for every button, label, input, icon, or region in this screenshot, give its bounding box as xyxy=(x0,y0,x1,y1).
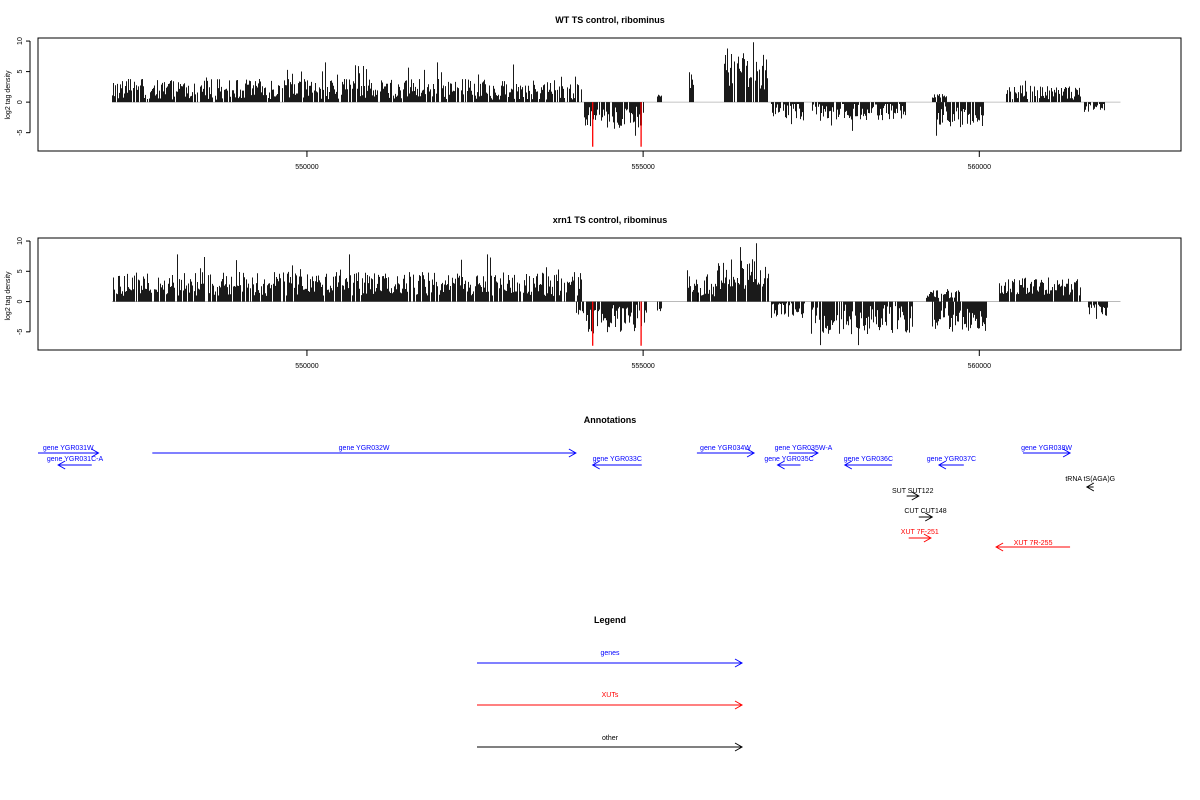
feature-label: gene YGR031C-A xyxy=(47,456,104,463)
legend-label: other xyxy=(602,735,619,742)
y-tick-label: 0 xyxy=(17,300,24,304)
y-axis-label: log2 tag density xyxy=(5,70,12,120)
arrow-head xyxy=(734,658,744,668)
feature-label: XUT 7R-255 xyxy=(1014,540,1053,547)
arrow-head xyxy=(843,460,853,470)
xrn1-coverage-panel: xrn1 TS control, ribominus log2 tag dens… xyxy=(5,215,1182,370)
chart-title: xrn1 TS control, ribominus xyxy=(553,215,668,225)
arrow-head xyxy=(91,448,100,458)
axes: -5 0 5 10 550000 555000 560000 xyxy=(17,237,991,370)
y-tick-label: 5 xyxy=(17,269,24,273)
y-tick-label: -5 xyxy=(17,129,24,135)
arrow-head xyxy=(810,448,819,458)
annotation-feature: gene YGR033C xyxy=(591,456,642,470)
annotation-feature: tRNA tS(AGA)G xyxy=(1065,476,1115,492)
x-tick-label: 555000 xyxy=(631,363,654,370)
feature-label: gene YGR035C xyxy=(764,456,813,463)
arrow-head xyxy=(923,533,932,543)
legend-item-xuts: XUTs xyxy=(477,692,744,710)
annotation-feature: SUT SUT122 xyxy=(892,488,934,501)
wt-coverage-panel: WT TS control, ribominus log2 tag densit… xyxy=(5,15,1182,171)
feature-label: XUT 7F-251 xyxy=(901,529,939,536)
x-tick-label: 560000 xyxy=(968,164,991,171)
annotation-feature: CUT CUT148 xyxy=(904,508,947,522)
y-tick-label: 10 xyxy=(17,237,24,245)
legend: Legend genes XUTs other xyxy=(477,615,744,752)
feature-label: tRNA tS(AGA)G xyxy=(1065,476,1115,483)
arrow-head xyxy=(734,700,744,710)
annotation-feature: gene YGR031W xyxy=(38,445,100,458)
coverage-bars xyxy=(111,42,1121,147)
plot-frame xyxy=(37,37,1182,152)
feature-label: gene YGR036C xyxy=(844,456,893,463)
arrow-head xyxy=(776,460,785,470)
x-tick-label: 555000 xyxy=(631,164,654,171)
annotation-feature: gene YGR031C-A xyxy=(47,456,104,470)
annotation-feature: gene YGR037C xyxy=(927,456,976,470)
y-tick-label: 5 xyxy=(17,70,24,74)
arrow-head xyxy=(995,542,1004,552)
legend-item-genes: genes xyxy=(477,650,744,668)
arrow-head xyxy=(57,460,66,470)
annotation-feature: XUT 7R-255 xyxy=(995,540,1071,552)
annotations-title: Annotations xyxy=(584,415,637,425)
annotation-feature: gene YGR035C xyxy=(764,456,814,470)
y-tick-label: 10 xyxy=(17,37,24,45)
legend-title: Legend xyxy=(594,615,626,625)
annotation-feature: gene YGR038W xyxy=(1021,445,1072,458)
legend-label: XUTs xyxy=(602,692,619,699)
plot-frame xyxy=(37,237,1182,351)
arrow-head xyxy=(591,460,600,470)
arrow-head xyxy=(746,448,756,458)
chart-title: WT TS control, ribominus xyxy=(555,15,665,25)
arrow-head xyxy=(1085,482,1095,492)
arrow-head xyxy=(911,491,920,501)
annotation-feature: XUT 7F-251 xyxy=(901,529,939,543)
y-axis-label: log2 tag density xyxy=(5,271,12,321)
feature-label: SUT SUT122 xyxy=(892,488,934,495)
coverage-bars xyxy=(111,243,1121,346)
legend-item-other: other xyxy=(477,735,744,752)
x-tick-label: 550000 xyxy=(295,363,318,370)
annotation-feature: gene YGR032W xyxy=(152,445,577,458)
arrow-head xyxy=(734,742,744,752)
feature-label: gene YGR033C xyxy=(593,456,642,463)
x-tick-label: 560000 xyxy=(968,363,991,370)
arrow-head xyxy=(1062,448,1072,458)
x-tick-label: 550000 xyxy=(295,164,318,171)
annotation-feature: gene YGR034W xyxy=(696,445,756,458)
annotation-feature: gene YGR035W-A xyxy=(775,445,833,458)
feature-label: gene YGR034W xyxy=(700,445,751,452)
annotation-features: gene YGR031W gene YGR031C-A gene YGR032W ge… xyxy=(38,445,1115,552)
y-tick-label: 0 xyxy=(17,100,24,104)
arrow-head xyxy=(924,512,934,522)
feature-label: gene YGR035W-A xyxy=(775,445,833,452)
annotation-feature: gene YGR036C xyxy=(843,456,893,470)
legend-label: genes xyxy=(600,650,620,657)
feature-label: gene YGR031W xyxy=(43,445,94,452)
arrow-head xyxy=(937,460,947,470)
y-tick-label: -5 xyxy=(17,329,24,335)
feature-label: CUT CUT148 xyxy=(904,508,946,515)
arrow-head xyxy=(568,448,577,458)
feature-label: gene YGR032W xyxy=(339,445,390,452)
axes: -5 0 5 10 550000 555000 560000 xyxy=(17,37,991,171)
feature-label: gene YGR038W xyxy=(1021,445,1072,452)
feature-label: gene YGR037C xyxy=(927,456,976,463)
